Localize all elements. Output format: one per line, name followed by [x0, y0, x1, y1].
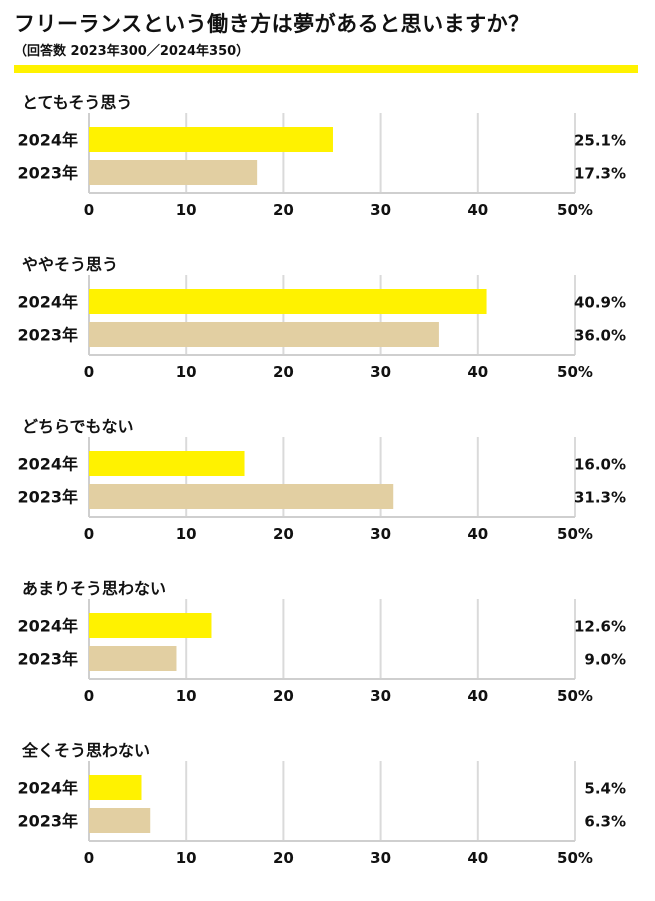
x-tick-label: 0: [84, 363, 94, 381]
data-label: 6.3%: [584, 813, 626, 831]
x-tick-label: 20: [273, 849, 294, 867]
x-tick-label: 10: [176, 525, 197, 543]
category-label: 2024年: [17, 293, 78, 312]
category-label: 2023年: [17, 164, 78, 183]
data-label: 9.0%: [584, 651, 626, 669]
chart-title: フリーランスという働き方は夢があると思いますか？: [14, 12, 530, 36]
x-tick-label: 0: [84, 849, 94, 867]
bar-2023: [89, 808, 151, 833]
x-tick-label: 40: [467, 201, 488, 219]
category-label: 2023年: [17, 650, 78, 669]
bar-2024: [89, 451, 245, 476]
category-label: 2024年: [17, 779, 78, 798]
data-label: 5.4%: [584, 780, 626, 798]
x-tick-label: 20: [273, 525, 294, 543]
x-tick-label: 0: [84, 525, 94, 543]
x-tick-label: 20: [273, 363, 294, 381]
x-tick-label: 50%: [557, 849, 593, 867]
x-tick-label: 50%: [557, 687, 593, 705]
x-tick-label: 50%: [557, 201, 593, 219]
bar-2023: [89, 160, 258, 185]
x-tick-label: 0: [84, 201, 94, 219]
x-tick-label: 10: [176, 201, 197, 219]
chart-subtitle: （回答数 2023年300／2024年350）: [14, 44, 250, 59]
bar-2024: [89, 127, 333, 152]
x-tick-label: 50%: [557, 363, 593, 381]
bar-2023: [89, 484, 394, 509]
x-tick-label: 40: [467, 687, 488, 705]
x-tick-label: 10: [176, 687, 197, 705]
accent-rule: [14, 65, 638, 73]
x-tick-label: 20: [273, 201, 294, 219]
panel-title: あまりそう思わない: [22, 579, 166, 598]
category-label: 2024年: [17, 131, 78, 150]
data-label: 36.0%: [574, 327, 626, 345]
panel-title: どちらでもない: [22, 417, 134, 436]
panel-title: ややそう思う: [22, 255, 118, 274]
data-label: 31.3%: [574, 489, 626, 507]
data-label: 17.3%: [574, 165, 626, 183]
x-tick-label: 10: [176, 849, 197, 867]
x-tick-label: 30: [370, 201, 391, 219]
x-tick-label: 30: [370, 687, 391, 705]
x-tick-label: 30: [370, 363, 391, 381]
data-label: 12.6%: [574, 618, 626, 636]
x-tick-label: 30: [370, 525, 391, 543]
bar-2023: [89, 322, 439, 347]
x-tick-label: 30: [370, 849, 391, 867]
data-label: 16.0%: [574, 456, 626, 474]
category-label: 2023年: [17, 812, 78, 831]
bar-2024: [89, 613, 212, 638]
x-tick-label: 10: [176, 363, 197, 381]
category-label: 2023年: [17, 326, 78, 345]
panel-title: 全くそう思わない: [21, 741, 150, 760]
x-tick-label: 50%: [557, 525, 593, 543]
x-tick-label: 20: [273, 687, 294, 705]
data-label: 25.1%: [574, 132, 626, 150]
category-label: 2024年: [17, 617, 78, 636]
x-tick-label: 40: [467, 849, 488, 867]
x-tick-label: 40: [467, 525, 488, 543]
x-tick-label: 0: [84, 687, 94, 705]
bar-2024: [89, 289, 487, 314]
category-label: 2023年: [17, 488, 78, 507]
x-tick-label: 40: [467, 363, 488, 381]
bar-2024: [89, 775, 142, 800]
category-label: 2024年: [17, 455, 78, 474]
data-label: 40.9%: [574, 294, 626, 312]
panel-title: とてもそう思う: [22, 93, 132, 112]
bar-2023: [89, 646, 177, 671]
